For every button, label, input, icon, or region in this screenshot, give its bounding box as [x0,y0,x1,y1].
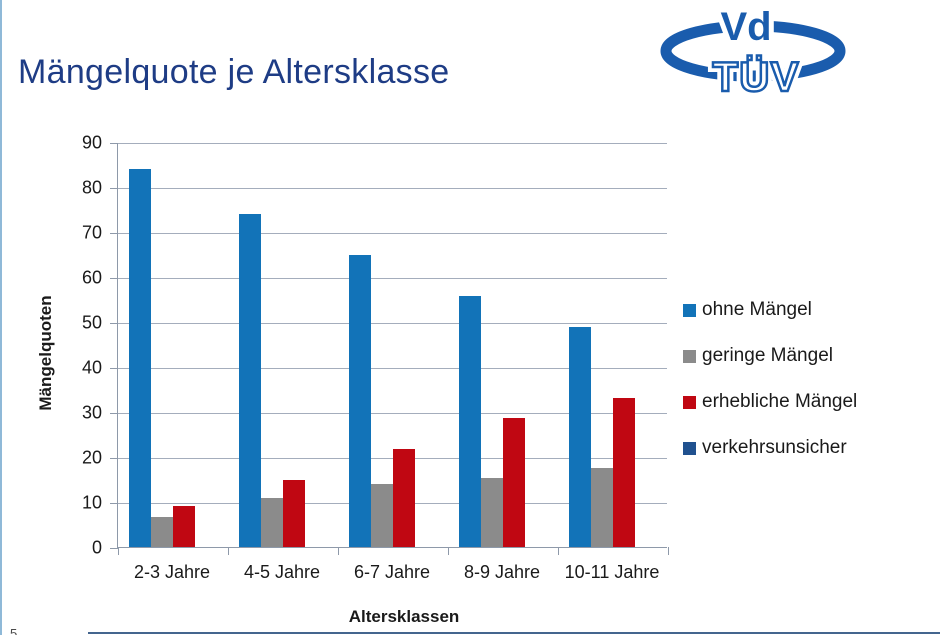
y-axis-tick-label: 90 [81,132,102,153]
y-axis-tick [110,277,118,279]
logo-bottom-text-halo: TÜV [713,53,800,100]
x-axis-category-label: 2-3 Jahre [133,562,211,582]
legend-swatch [683,441,696,455]
gridline [118,457,667,459]
y-axis-tick [110,502,118,504]
bar-geringe-mängel [481,478,503,547]
bar-ohne-mängel [129,169,151,547]
legend-label: geringe Mängel [702,345,833,366]
x-axis-category-label: 10-11 Jahre [564,562,660,582]
x-axis-category-label: 4-5 Jahre [243,562,321,582]
x-axis-tick [117,547,119,555]
logo-ellipse [660,20,846,82]
gridline [118,187,667,189]
x-axis-tick [337,547,339,555]
bar-erhebliche-mängel [393,448,415,547]
legend: ohne Mängel geringe Mängel erhebliche Mäng… [683,299,857,459]
legend-item: verkehrsunsicher [683,437,857,459]
plot-area [110,142,669,555]
bar-erhebliche-mängel [503,417,525,547]
bar-geringe-mängel [591,467,613,547]
y-axis-tick-label: 70 [81,222,102,243]
bar-erhebliche-mängel [613,397,635,547]
gridline [118,277,667,279]
bar-ohne-mängel [569,327,591,547]
legend-label: erhebliche Mängel [702,391,858,412]
bar-ohne-mängel [349,255,371,547]
x-axis-tick [557,547,559,555]
x-axis-title: Altersklassen [348,607,460,626]
y-axis-tick-label: 0 [91,537,102,558]
logo-top-text: Vd [720,5,771,49]
y-axis-tick [110,457,118,459]
y-axis-tick [110,142,118,144]
gridline [118,232,667,234]
logo-bottom-text: TÜV [713,53,800,100]
y-axis-tick-label: 60 [81,267,102,288]
gridline [118,412,667,414]
y-axis-tick [110,547,118,549]
y-axis-tick [110,412,118,414]
y-axis-labels: 0 10 20 30 40 50 60 70 80 90 [48,133,102,558]
bar-erhebliche-mängel [173,506,195,547]
y-axis-tick [110,322,118,324]
y-axis-tick [110,367,118,369]
y-axis-tick-label: 80 [81,177,102,198]
y-axis-tick-label: 10 [81,492,102,513]
x-axis-category-label: 8-9 Jahre [463,562,541,582]
x-axis-tick [667,547,669,555]
legend-label: ohne Mängel [702,299,812,320]
bar-geringe-mängel [261,497,283,547]
x-axis-tick [447,547,449,555]
page-number: 5 [10,626,18,635]
y-axis-tick-label: 40 [81,357,102,378]
vdtuv-logo-graphic: Vd TÜV TÜV [660,0,846,105]
bar-ohne-mängel [239,214,261,547]
legend-item: geringe Mängel [683,345,857,367]
x-axis-tick [227,547,229,555]
y-axis-tick [110,232,118,234]
slide-left-border [0,0,2,635]
page-title: Mängelquote je Altersklasse [18,52,450,91]
vdtuv-logo: Vd TÜV TÜV [660,0,852,108]
y-axis-tick-label: 50 [81,312,102,333]
y-axis-tick [110,187,118,189]
bar-geringe-mängel [151,517,173,547]
slide-bottom-rule [88,632,940,634]
x-axis-labels: 2-3 Jahre 4-5 Jahre 6-7 Jahre 8-9 Jahre 10-1… [117,560,667,584]
legend-item: ohne Mängel [683,299,857,321]
x-axis-category-label: 6-7 Jahre [353,562,431,582]
legend-swatch [683,303,696,317]
y-axis-tick-label: 30 [81,402,102,423]
gridline [118,322,667,324]
legend-label: verkehrsunsicher [702,437,847,458]
legend-swatch [683,349,696,363]
gridline [118,142,667,144]
legend-swatch [683,395,696,409]
bar-erhebliche-mängel [283,479,305,547]
bar-ohne-mängel [459,296,481,547]
legend-item: erhebliche Mängel [683,391,857,413]
bar-geringe-mängel [371,484,393,547]
gridline [118,367,667,369]
y-axis-tick-label: 20 [81,447,102,468]
